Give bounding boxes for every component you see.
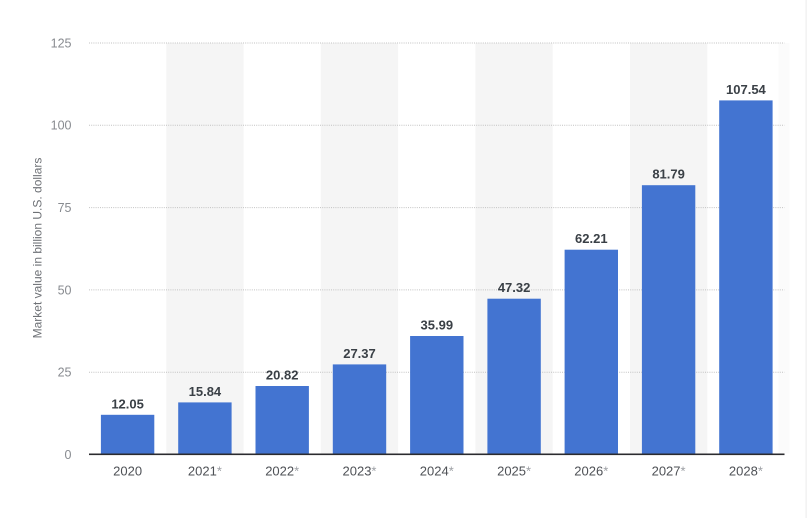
svg-text:12.05: 12.05 (111, 396, 144, 411)
svg-text:0: 0 (65, 448, 72, 462)
svg-text:2025*: 2025* (497, 464, 531, 479)
svg-text:50: 50 (58, 283, 72, 297)
svg-text:125: 125 (51, 36, 72, 50)
svg-text:2021*: 2021* (188, 464, 222, 479)
svg-text:2026*: 2026* (574, 464, 608, 479)
svg-text:107.54: 107.54 (726, 82, 767, 97)
svg-text:100: 100 (51, 119, 72, 133)
svg-text:62.21: 62.21 (575, 231, 608, 246)
svg-text:20.82: 20.82 (266, 368, 299, 383)
svg-text:47.32: 47.32 (498, 280, 531, 295)
svg-text:25: 25 (58, 366, 72, 380)
svg-text:81.79: 81.79 (652, 167, 685, 182)
svg-text:2023*: 2023* (343, 464, 377, 479)
svg-text:27.37: 27.37 (343, 346, 376, 361)
svg-text:15.84: 15.84 (189, 384, 222, 399)
svg-text:Market value in billion U.S. d: Market value in billion U.S. dollars (31, 158, 45, 339)
svg-text:2027*: 2027* (652, 464, 686, 479)
svg-text:2022*: 2022* (265, 464, 299, 479)
svg-text:2020: 2020 (113, 464, 142, 479)
svg-text:35.99: 35.99 (421, 318, 454, 333)
svg-text:75: 75 (58, 201, 72, 215)
svg-text:2028*: 2028* (729, 464, 763, 479)
svg-text:2024*: 2024* (420, 464, 454, 479)
